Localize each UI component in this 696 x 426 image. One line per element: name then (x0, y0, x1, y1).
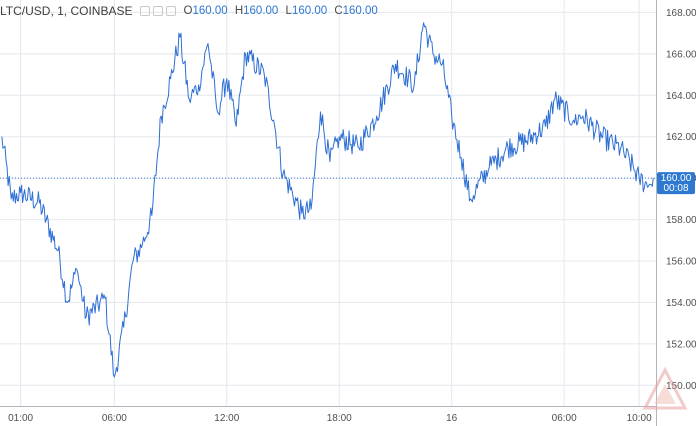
y-tick-label: 164.00 (666, 91, 696, 102)
x-tick-label: 06:00 (102, 413, 127, 424)
low-value: 160.00 (291, 5, 328, 17)
x-tick-label: 01:00 (8, 413, 33, 424)
remove-icon[interactable] (166, 6, 177, 16)
high-value: 160.00 (243, 5, 279, 17)
y-tick-label: 152.00 (666, 339, 696, 350)
y-tick-label: 154.00 (666, 298, 696, 309)
x-tick-label: 10:00 (627, 413, 652, 424)
y-tick-label: 168.00 (666, 8, 696, 19)
hide-icon[interactable] (140, 6, 151, 16)
high-label: H (234, 5, 244, 17)
series-line (1, 22, 654, 378)
close-label: C (334, 5, 343, 17)
symbol-label[interactable]: LTC/USD, 1, COINBASE (0, 4, 133, 18)
close-value: 160.00 (342, 5, 378, 17)
settings-icon[interactable] (153, 6, 164, 16)
vertical-gridlines (20, 0, 640, 406)
current-price-badge: 160.00 00:08 (657, 172, 695, 195)
watermark-logo-icon (642, 366, 688, 410)
time-axis-labels: 01:00 06:00 12:00 18:00 16 06:00 10:00 (8, 413, 652, 424)
low-label: L (285, 5, 292, 17)
y-tick-label: 156.00 (666, 257, 696, 268)
countdown-label: 00:08 (663, 183, 688, 194)
current-price-label: 160.00 (661, 173, 692, 184)
x-tick-label: 12:00 (214, 413, 239, 424)
y-tick-label: 150.00 (666, 381, 696, 392)
y-tick-label: 162.00 (666, 132, 696, 143)
open-value: 160.00 (192, 5, 228, 17)
open-label: O (183, 5, 193, 17)
x-tick-label: 16 (446, 413, 458, 424)
ohlc-values: O160.00 H160.00 L160.00 C160.00 (183, 5, 377, 17)
horizontal-gridlines (0, 11, 656, 386)
y-tick-label: 158.00 (666, 215, 696, 226)
x-tick-label: 06:00 (552, 413, 577, 424)
x-tick-label: 18:00 (327, 413, 352, 424)
y-tick-label: 166.00 (666, 49, 696, 60)
legend-bar: LTC/USD, 1, COINBASE O160.00 H160.00 L16… (0, 0, 378, 22)
